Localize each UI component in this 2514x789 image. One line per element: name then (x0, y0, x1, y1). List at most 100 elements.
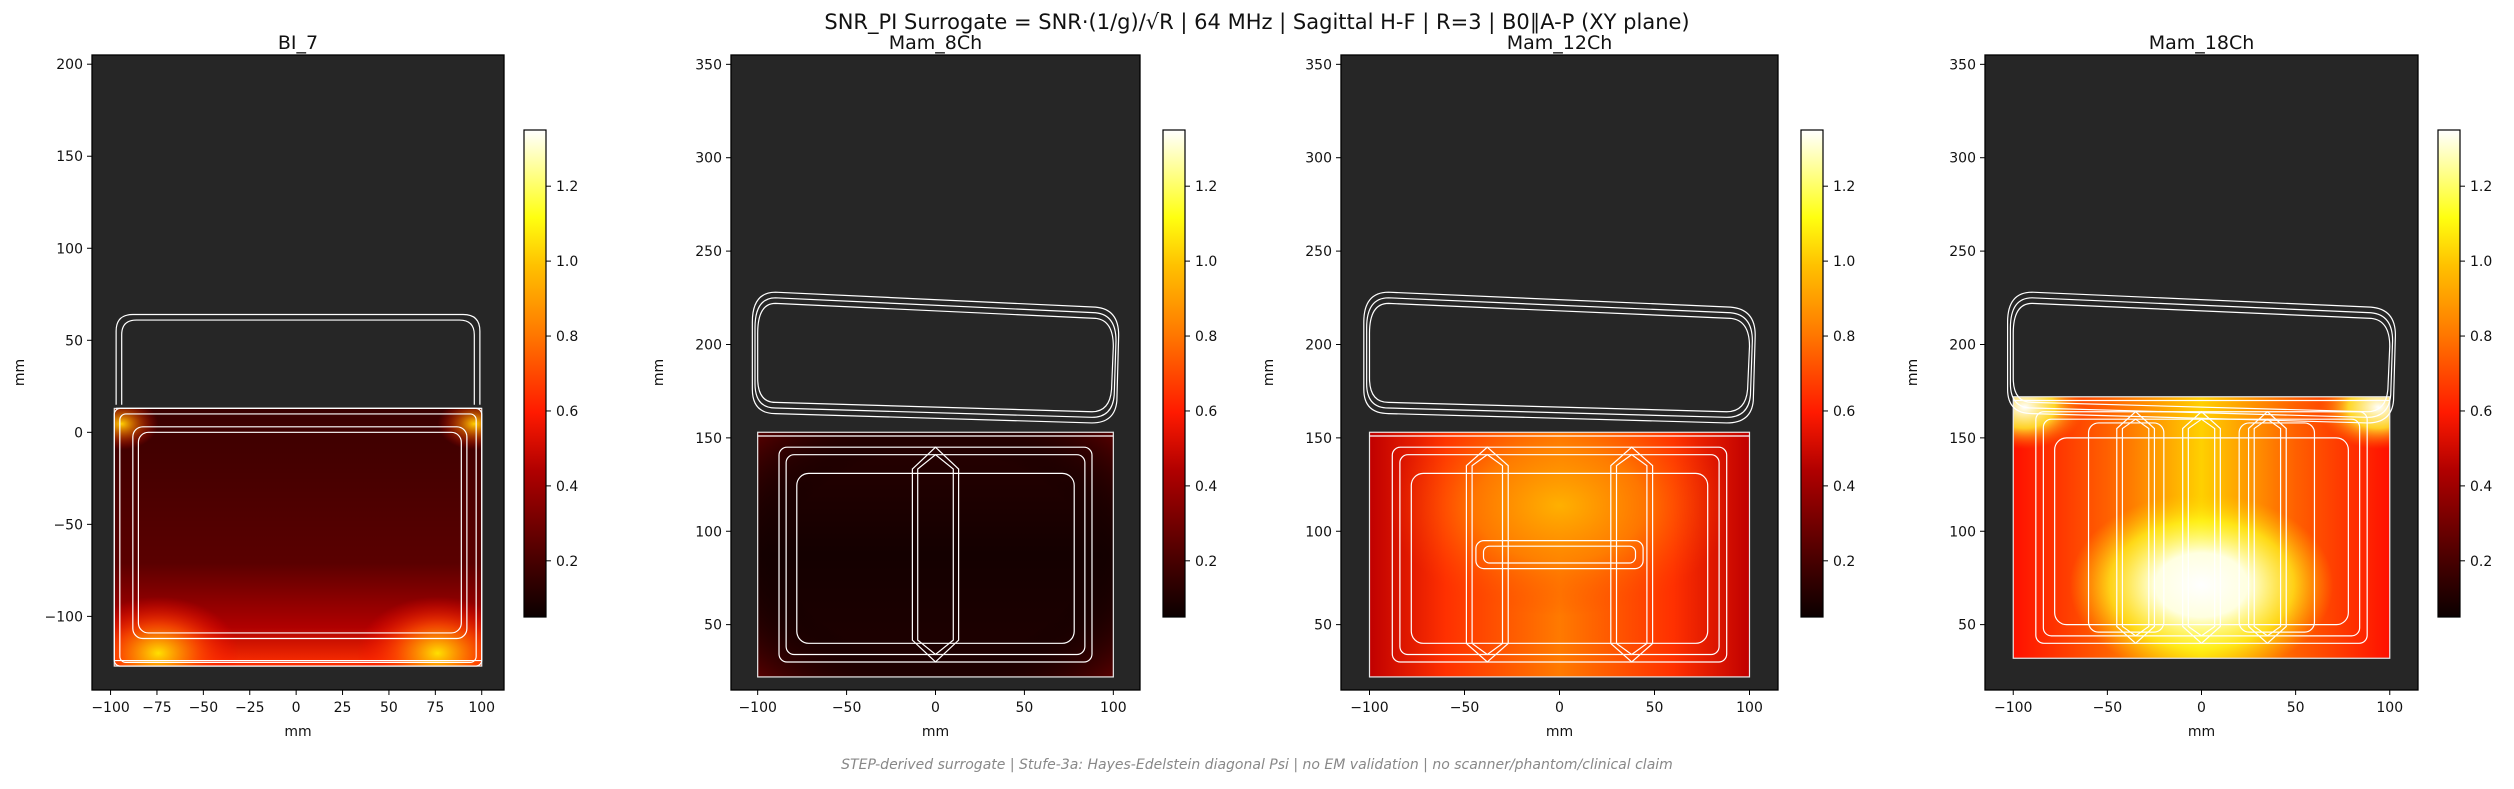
colorbar-tick-label: 0.4 (2470, 479, 2492, 495)
colorbar-tick-label: 0.2 (2470, 554, 2492, 570)
x-axis-label: mm (922, 724, 949, 740)
x-tick-label: 100 (2376, 700, 2403, 716)
y-tick-label: 200 (1949, 337, 1976, 353)
colorbar-tick-label: 0.6 (1833, 404, 1855, 420)
x-tick-label: 100 (1736, 700, 1763, 716)
x-axis-label: mm (1546, 724, 1573, 740)
x-axis-label: mm (284, 724, 311, 740)
colorbar-tick-label: 1.0 (2470, 254, 2492, 270)
colorbar-tick-label: 0.8 (556, 329, 578, 345)
x-tick-label: −100 (738, 700, 776, 716)
x-tick-label: 0 (292, 700, 301, 716)
x-tick-label: 50 (1015, 700, 1033, 716)
colorbar-tick-label: 0.6 (2470, 404, 2492, 420)
colorbar-tick-label: 1.2 (2470, 179, 2492, 195)
colorbar: 0.2 0.4 0.6 0.8 1.0 1.2 (523, 129, 578, 618)
x-tick-label: −50 (2093, 700, 2123, 716)
y-axis-label: mm (651, 359, 667, 386)
y-tick-label: −100 (45, 609, 83, 625)
x-tick-label: 0 (931, 700, 940, 716)
coil-outlines (2006, 291, 2397, 645)
x-tick-label: −25 (235, 700, 265, 716)
x-tick-label: −100 (1350, 700, 1388, 716)
y-tick-label: 250 (1949, 244, 1976, 260)
subplot-title: Mam_8Ch (889, 32, 982, 54)
y-tick-label: 50 (65, 333, 83, 349)
colorbar-tick-label: 0.4 (556, 479, 578, 495)
colorbar: 0.2 0.4 0.6 0.8 1.0 1.2 (2437, 129, 2492, 618)
y-tick-label: 300 (695, 151, 722, 167)
y-tick-label: 100 (1949, 524, 1976, 540)
x-tick-label: 50 (2287, 700, 2305, 716)
figure-suptitle: SNR_PI Surrogate = SNR·(1/g)/√R | 64 MHz… (824, 10, 1690, 34)
y-tick-label: 350 (1305, 57, 1332, 73)
colorbar-tick-label: 1.0 (556, 254, 578, 270)
y-axis-label: mm (1905, 359, 1921, 386)
y-tick-label: 50 (704, 618, 722, 634)
colorbar-tick-label: 1.2 (556, 179, 578, 195)
colorbar-tick-label: 0.4 (1195, 479, 1217, 495)
colorbar-tick-label: 0.8 (2470, 329, 2492, 345)
x-tick-label: −50 (189, 700, 219, 716)
y-tick-label: 0 (74, 425, 83, 441)
colorbar-tick-label: 0.6 (1195, 404, 1217, 420)
x-tick-label: −100 (91, 700, 129, 716)
subplot-mam-18ch: Mam_18Ch −100 −50 0 50 100 mm 50 100 150 200 250 300… (1905, 32, 2492, 740)
subplot-title: Mam_18Ch (2149, 32, 2255, 54)
subplot-title: BI_7 (278, 32, 318, 54)
colorbar-tick-label: 1.2 (1833, 179, 1855, 195)
y-tick-label: 50 (1314, 618, 1332, 634)
coil-outlines (751, 291, 1120, 663)
x-tick-label: −100 (1994, 700, 2032, 716)
colorbar-tick-label: 0.2 (1195, 554, 1217, 570)
y-tick-label: 100 (56, 241, 83, 257)
y-tick-label: 250 (1305, 244, 1332, 260)
colorbar: 0.2 0.4 0.6 0.8 1.0 1.2 (1800, 129, 1855, 618)
subplot-title: Mam_12Ch (1507, 32, 1613, 54)
subplot-mam-12ch: Mam_12Ch −100 −50 0 50 100 mm 50 100 150 200 250 300… (1261, 32, 1855, 740)
y-tick-label: 350 (1949, 57, 1976, 73)
coil-outlines (113, 313, 483, 667)
y-tick-label: 200 (695, 337, 722, 353)
y-axis-label: mm (12, 359, 28, 386)
y-tick-label: 150 (1305, 431, 1332, 447)
y-tick-label: 150 (1949, 431, 1976, 447)
colorbar-tick-label: 1.0 (1195, 254, 1217, 270)
y-tick-label: 350 (695, 57, 722, 73)
x-tick-label: 100 (1100, 700, 1127, 716)
colorbar-tick-label: 0.2 (556, 554, 578, 570)
colorbar-tick-label: 1.0 (1833, 254, 1855, 270)
colorbar: 0.2 0.4 0.6 0.8 1.0 1.2 (1162, 129, 1217, 618)
x-tick-label: −50 (832, 700, 862, 716)
y-tick-label: 300 (1305, 151, 1332, 167)
x-tick-label: −75 (142, 700, 172, 716)
colorbar-tick-label: 0.2 (1833, 554, 1855, 570)
y-tick-label: 150 (56, 149, 83, 165)
snr-field (757, 431, 1114, 678)
y-tick-label: 300 (1949, 151, 1976, 167)
snr-field (1368, 431, 1751, 678)
y-tick-label: 150 (695, 431, 722, 447)
x-tick-label: 0 (1555, 700, 1564, 716)
snr-field (113, 407, 483, 667)
y-tick-label: 50 (1958, 618, 1976, 634)
colorbar-tick-label: 0.4 (1833, 479, 1855, 495)
x-tick-label: 75 (426, 700, 444, 716)
x-tick-label: 50 (1646, 700, 1664, 716)
colorbar-tick-label: 0.6 (556, 404, 578, 420)
subplot-bi-7: BI_7 −100 −75 −50 −25 0 25 50 75 100 mm −100 −50 0 50 1… (12, 32, 578, 740)
y-tick-label: 250 (695, 244, 722, 260)
y-tick-label: 100 (695, 524, 722, 540)
y-axis-label: mm (1261, 359, 1277, 386)
figure-footer: STEP-derived surrogate | Stufe-3a: Hayes… (841, 757, 1673, 773)
x-tick-label: 100 (468, 700, 495, 716)
x-tick-label: 0 (2197, 700, 2206, 716)
y-tick-label: 200 (56, 57, 83, 73)
x-tick-label: 25 (334, 700, 352, 716)
x-axis-label: mm (2188, 724, 2215, 740)
y-tick-label: 100 (1305, 524, 1332, 540)
colorbar-tick-label: 1.2 (1195, 179, 1217, 195)
colorbar-tick-label: 0.8 (1195, 329, 1217, 345)
